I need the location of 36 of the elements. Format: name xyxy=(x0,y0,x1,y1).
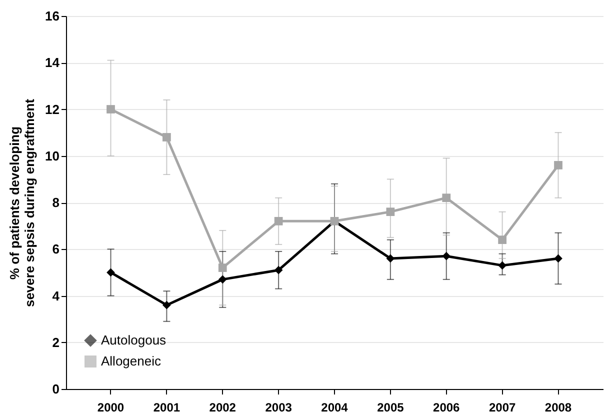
point xyxy=(106,105,115,114)
point xyxy=(274,216,283,226)
y-tick-label: 6 xyxy=(52,242,60,257)
y-tick-label: 2 xyxy=(52,334,60,350)
y-tick-label: 8 xyxy=(52,195,60,210)
point xyxy=(274,266,283,274)
legend-label: Allogeneic xyxy=(101,354,162,368)
point xyxy=(106,268,115,277)
point xyxy=(162,300,171,310)
y-axis-title: % of patients developing severe sepsis during engraftment xyxy=(7,98,38,308)
x-tick-label: 2006 xyxy=(433,400,460,414)
point xyxy=(162,133,171,142)
y-tick-label: 10 xyxy=(45,148,60,164)
x-tick-label: 2004 xyxy=(321,400,348,414)
point xyxy=(218,275,227,284)
x-tick-label: 2008 xyxy=(544,400,572,414)
y-tick-label: 14 xyxy=(45,55,60,70)
legend-label: Autologous xyxy=(101,332,167,348)
x-tick-label: 2002 xyxy=(209,400,236,414)
y-tick-label: 4 xyxy=(52,288,60,304)
y-tick-label: 16 xyxy=(45,8,60,24)
point xyxy=(498,236,506,244)
point xyxy=(442,252,451,260)
point xyxy=(218,264,227,272)
x-tick-label: 2001 xyxy=(153,400,180,414)
point xyxy=(386,208,395,216)
x-tick-label: 2003 xyxy=(265,400,292,414)
point xyxy=(554,161,562,170)
point xyxy=(442,194,451,202)
point xyxy=(554,254,562,263)
y-tick-label: 12 xyxy=(45,102,60,117)
x-tick-label: 2007 xyxy=(488,400,516,414)
y-tick-label: 0 xyxy=(52,382,60,396)
x-tick-label: 2000 xyxy=(97,400,124,414)
point xyxy=(498,261,506,270)
x-tick-label: 2005 xyxy=(377,400,404,414)
